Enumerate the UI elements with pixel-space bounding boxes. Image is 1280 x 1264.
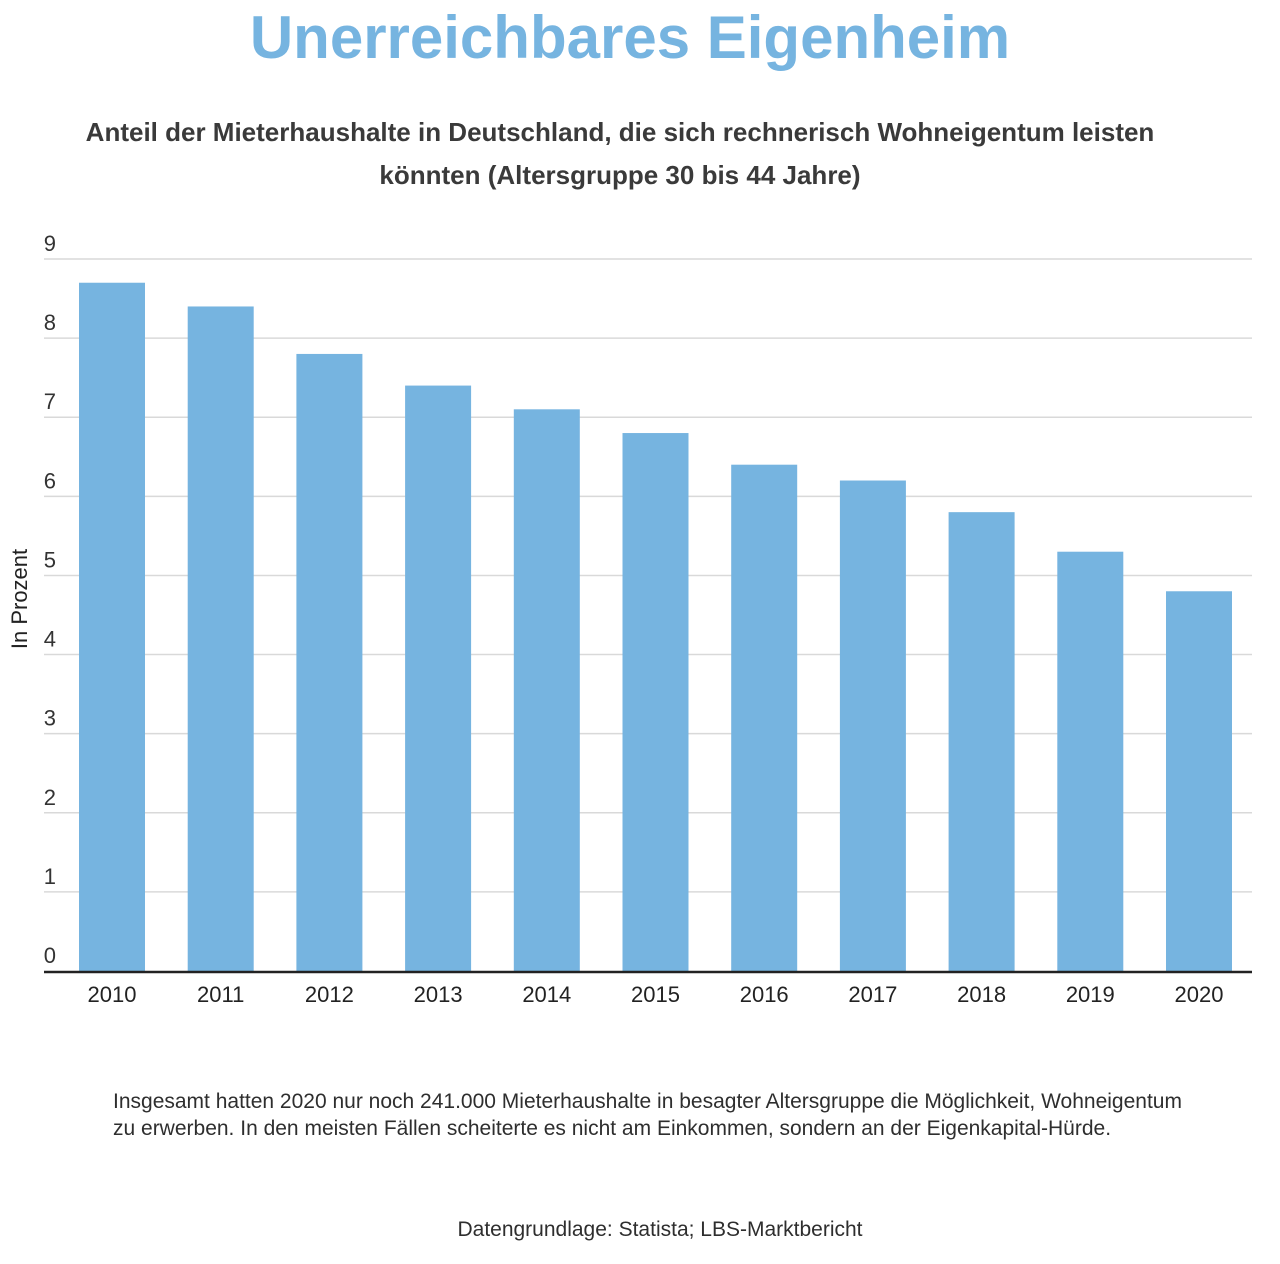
y-tick-label: 6 [44, 468, 56, 493]
footnote-text: Insgesamt hatten 2020 nur noch 241.000 M… [113, 1090, 1182, 1140]
y-tick-label: 1 [44, 864, 56, 889]
y-tick-label: 2 [44, 785, 56, 810]
y-axis-label: In Prozent [7, 549, 32, 649]
x-axis-ticks: 2010 2011 2012 2013 2014 2015 2016 2017 2018 2019… [88, 982, 1224, 1007]
y-tick-label: 7 [44, 389, 56, 414]
x-tick-label: 2018 [957, 982, 1006, 1007]
x-tick-label: 2019 [1066, 982, 1115, 1007]
x-tick-label: 2016 [740, 982, 789, 1007]
bar [622, 433, 689, 971]
x-tick-label: 2010 [88, 982, 137, 1007]
y-tick-label: 8 [44, 310, 56, 335]
x-tick-label: 2014 [522, 982, 571, 1007]
chart-subtitle: Anteil der Mieterhaushalte in Deutschlan… [85, 117, 1155, 190]
bar [79, 282, 145, 971]
bar [1166, 591, 1232, 971]
x-tick-label: 2011 [197, 982, 244, 1007]
y-tick-label: 0 [44, 943, 56, 968]
bar [839, 480, 906, 971]
bar [405, 385, 472, 971]
bar [187, 306, 254, 971]
x-tick-label: 2013 [414, 982, 463, 1007]
x-tick-label: 2017 [848, 982, 897, 1007]
y-tick-label: 4 [44, 627, 56, 652]
x-tick-label: 2015 [631, 982, 680, 1007]
y-tick-label: 5 [44, 547, 56, 572]
bar [948, 512, 1015, 971]
y-tick-label: 3 [44, 706, 56, 731]
bar [296, 353, 363, 971]
bars [79, 282, 1232, 971]
y-axis-ticks: 0 1 2 3 4 5 6 7 8 9 [44, 231, 56, 968]
x-tick-label: 2012 [305, 982, 354, 1007]
bar [1057, 551, 1124, 971]
bar [731, 464, 798, 971]
chart-title: Unerreichbares Eigenheim [249, 4, 1011, 71]
source-credit: Datengrundlage: Statista; LBS-Marktberic… [457, 1218, 863, 1241]
x-tick-label: 2020 [1175, 982, 1224, 1007]
y-tick-label: 9 [44, 231, 56, 256]
bar [513, 409, 580, 971]
